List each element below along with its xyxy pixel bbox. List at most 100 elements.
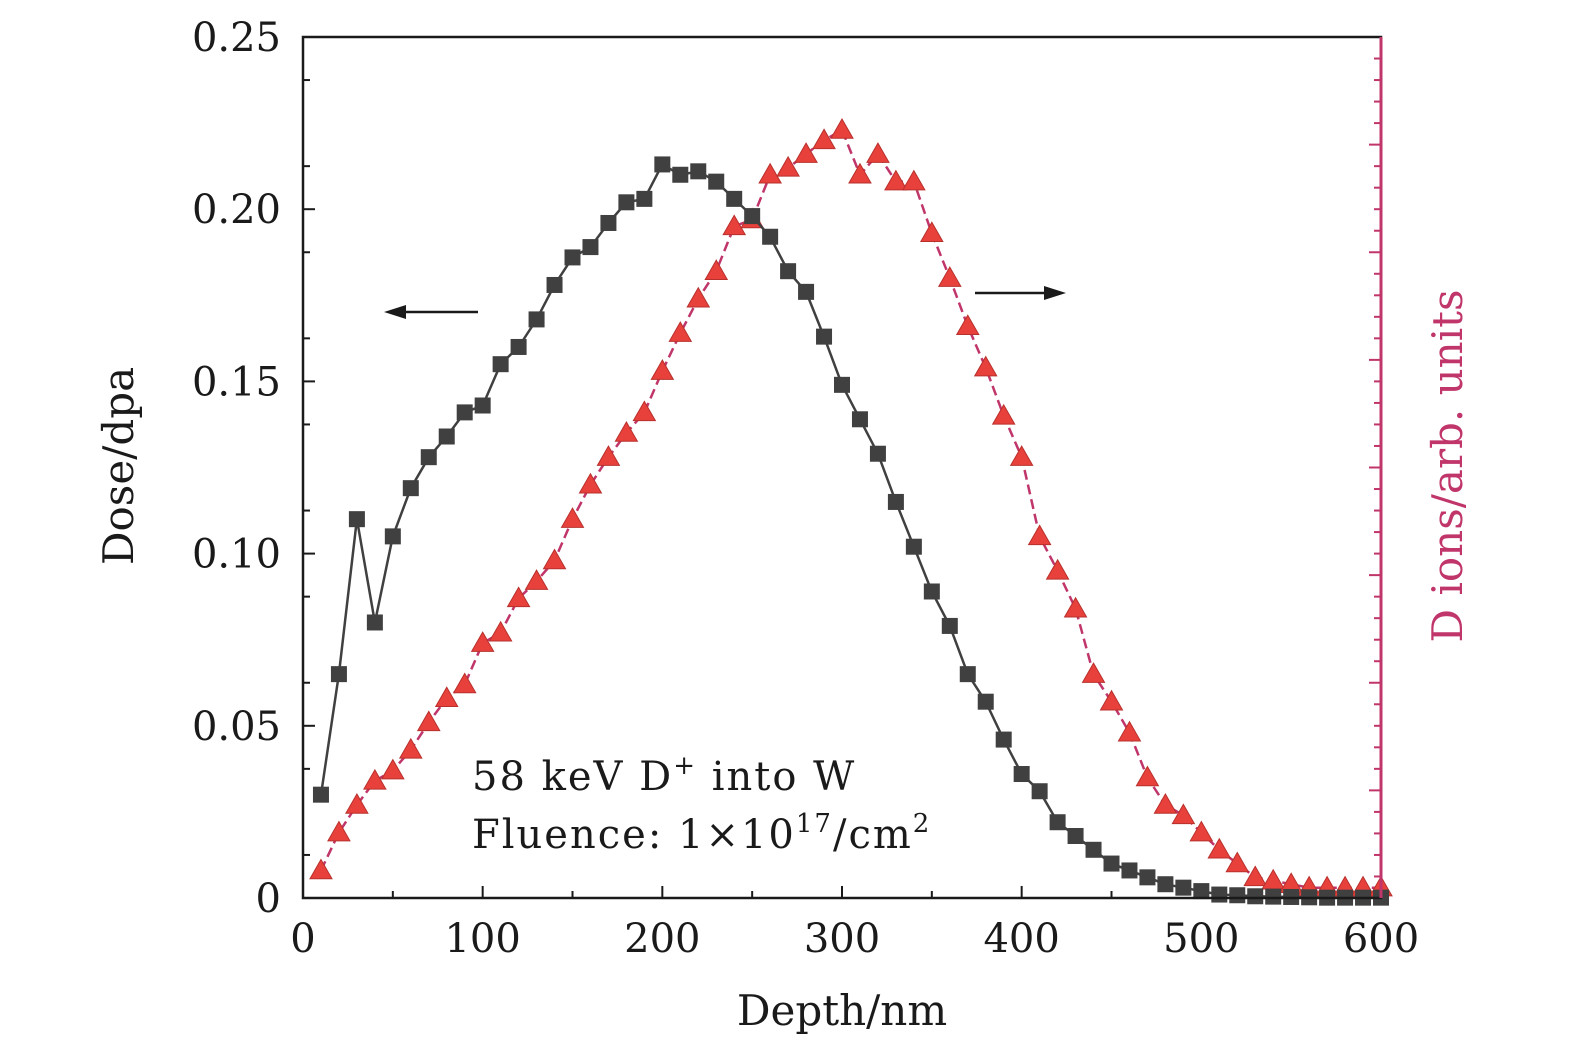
x-tick-label: 300 <box>804 916 880 962</box>
ions-triangle-marker <box>973 355 998 377</box>
ions-triangle-marker <box>704 259 729 280</box>
ions-triangle-marker <box>937 266 962 287</box>
ions-triangle-marker <box>1027 524 1052 546</box>
dose-square-marker <box>1103 855 1120 872</box>
x-tick-labels: 0 100 200 300 400 500 600 <box>290 916 1419 962</box>
ions-triangle-marker <box>1117 720 1142 742</box>
dose-square-marker <box>600 214 617 231</box>
dose-square-marker <box>905 538 922 555</box>
x-tick-label: 500 <box>1163 916 1239 962</box>
dose-square-marker <box>1229 887 1246 904</box>
ions-triangle-marker <box>1261 868 1286 890</box>
dose-square-marker <box>474 397 491 414</box>
ions-triangle-marker <box>614 421 639 442</box>
dose-square-marker <box>348 511 365 528</box>
dose-square-marker <box>762 228 779 245</box>
ions-triangle-marker <box>1099 689 1124 711</box>
ions-triangle-marker <box>1135 765 1160 787</box>
ions-triangle-marker <box>812 128 836 150</box>
dose-square-marker <box>744 208 761 225</box>
ions-triangle-marker <box>866 142 890 163</box>
left-axis-title: Dose/dpa <box>94 367 143 565</box>
ions-triangle-marker <box>776 155 800 177</box>
dose-square-marker <box>869 445 886 462</box>
dose-square-marker <box>312 786 329 803</box>
ions-triangle-marker <box>345 793 369 814</box>
ions-triangle-marker <box>848 162 872 184</box>
dose-square-marker <box>798 283 815 300</box>
ions-triangle-marker <box>668 321 693 342</box>
dose-square-marker <box>384 528 401 545</box>
ions-triangle-marker <box>722 214 747 236</box>
x-tick-label: 400 <box>983 916 1059 962</box>
dose-square-marker <box>564 249 581 266</box>
ions-triangle-marker <box>452 672 477 694</box>
dose-square-marker <box>1175 879 1192 896</box>
dose-square-marker <box>618 194 635 211</box>
dose-square-marker <box>1139 869 1156 886</box>
dose-square-marker <box>1265 888 1282 905</box>
ions-triangle-marker <box>650 359 675 380</box>
ions-triangle-marker <box>578 472 603 494</box>
x-tick-label: 200 <box>624 916 700 962</box>
dose-square-marker <box>1157 876 1174 893</box>
dose-square-marker <box>887 493 904 510</box>
y-tick-labels: 0 0.05 0.10 0.15 0.20 0.25 <box>192 15 281 922</box>
x-axis-title: Depth/nm <box>737 986 947 1035</box>
dose-square-marker <box>1193 883 1210 900</box>
dose-square-marker <box>672 166 689 183</box>
ions-triangle-marker <box>632 400 657 422</box>
ions-triangle-marker <box>470 631 495 652</box>
dose-square-marker <box>726 190 743 207</box>
ions-triangle-marker <box>560 507 585 528</box>
ions-triangle-marker <box>991 403 1016 425</box>
ions-triangle-marker <box>884 169 908 191</box>
y-tick-label: 0.20 <box>192 187 281 233</box>
right-axis-title: D ions/arb. units <box>1423 289 1472 642</box>
dose-square-marker <box>816 328 833 345</box>
ions-triangle-marker <box>830 117 854 139</box>
ions-triangle-marker <box>1063 596 1088 618</box>
dose-square-marker <box>1031 783 1048 800</box>
ions-triangle-marker <box>327 820 351 842</box>
dose-square-marker <box>402 480 419 497</box>
dose-square-marker <box>330 666 347 683</box>
ions-triangle-marker <box>1225 851 1250 873</box>
ions-triangle-marker <box>1189 820 1214 842</box>
ions-triangle-marker <box>1243 865 1268 887</box>
dose-square-marker <box>1013 766 1030 783</box>
dose-square-marker <box>959 666 976 683</box>
dose-square-marker <box>546 276 563 293</box>
ions-triangle-marker <box>1009 445 1034 466</box>
dose-square-marker <box>492 356 509 373</box>
dose-square-marker <box>456 404 473 421</box>
dose-square-marker <box>510 338 527 355</box>
ions-triangle-marker <box>398 737 423 759</box>
y-tick-label: 0.05 <box>192 704 281 750</box>
y-tick-label: 0.10 <box>192 532 281 578</box>
dose-square-marker <box>1085 841 1102 858</box>
right-arrow <box>975 286 1066 300</box>
dose-square-marker <box>690 163 707 180</box>
dose-square-marker <box>780 263 797 280</box>
dose-square-marker <box>851 411 868 428</box>
dose-square-marker <box>1067 828 1084 845</box>
dose-square-marker <box>420 449 437 466</box>
dose-square-marker <box>1121 862 1138 879</box>
ions-triangle-marker <box>1045 558 1070 580</box>
annotation-line1: 58 keV D+ into W <box>472 751 856 800</box>
dose-square-marker <box>438 428 455 445</box>
ions-triangle-marker <box>919 221 944 243</box>
ions-triangle-marker <box>955 314 980 336</box>
ions-triangle-marker <box>794 142 818 163</box>
ions-triangle-marker <box>524 569 549 590</box>
annotation-line2: Fluence: 1×1017/cm2 <box>472 809 931 858</box>
x-tick-label: 100 <box>444 916 520 962</box>
ions-triangle-marker <box>1153 793 1178 814</box>
series-layer <box>309 117 1393 906</box>
ions-triangle-marker <box>542 548 567 570</box>
x-tick-label: 0 <box>290 916 315 962</box>
ions-triangle-marker <box>1081 662 1106 683</box>
ions-triangle-marker <box>434 686 459 707</box>
